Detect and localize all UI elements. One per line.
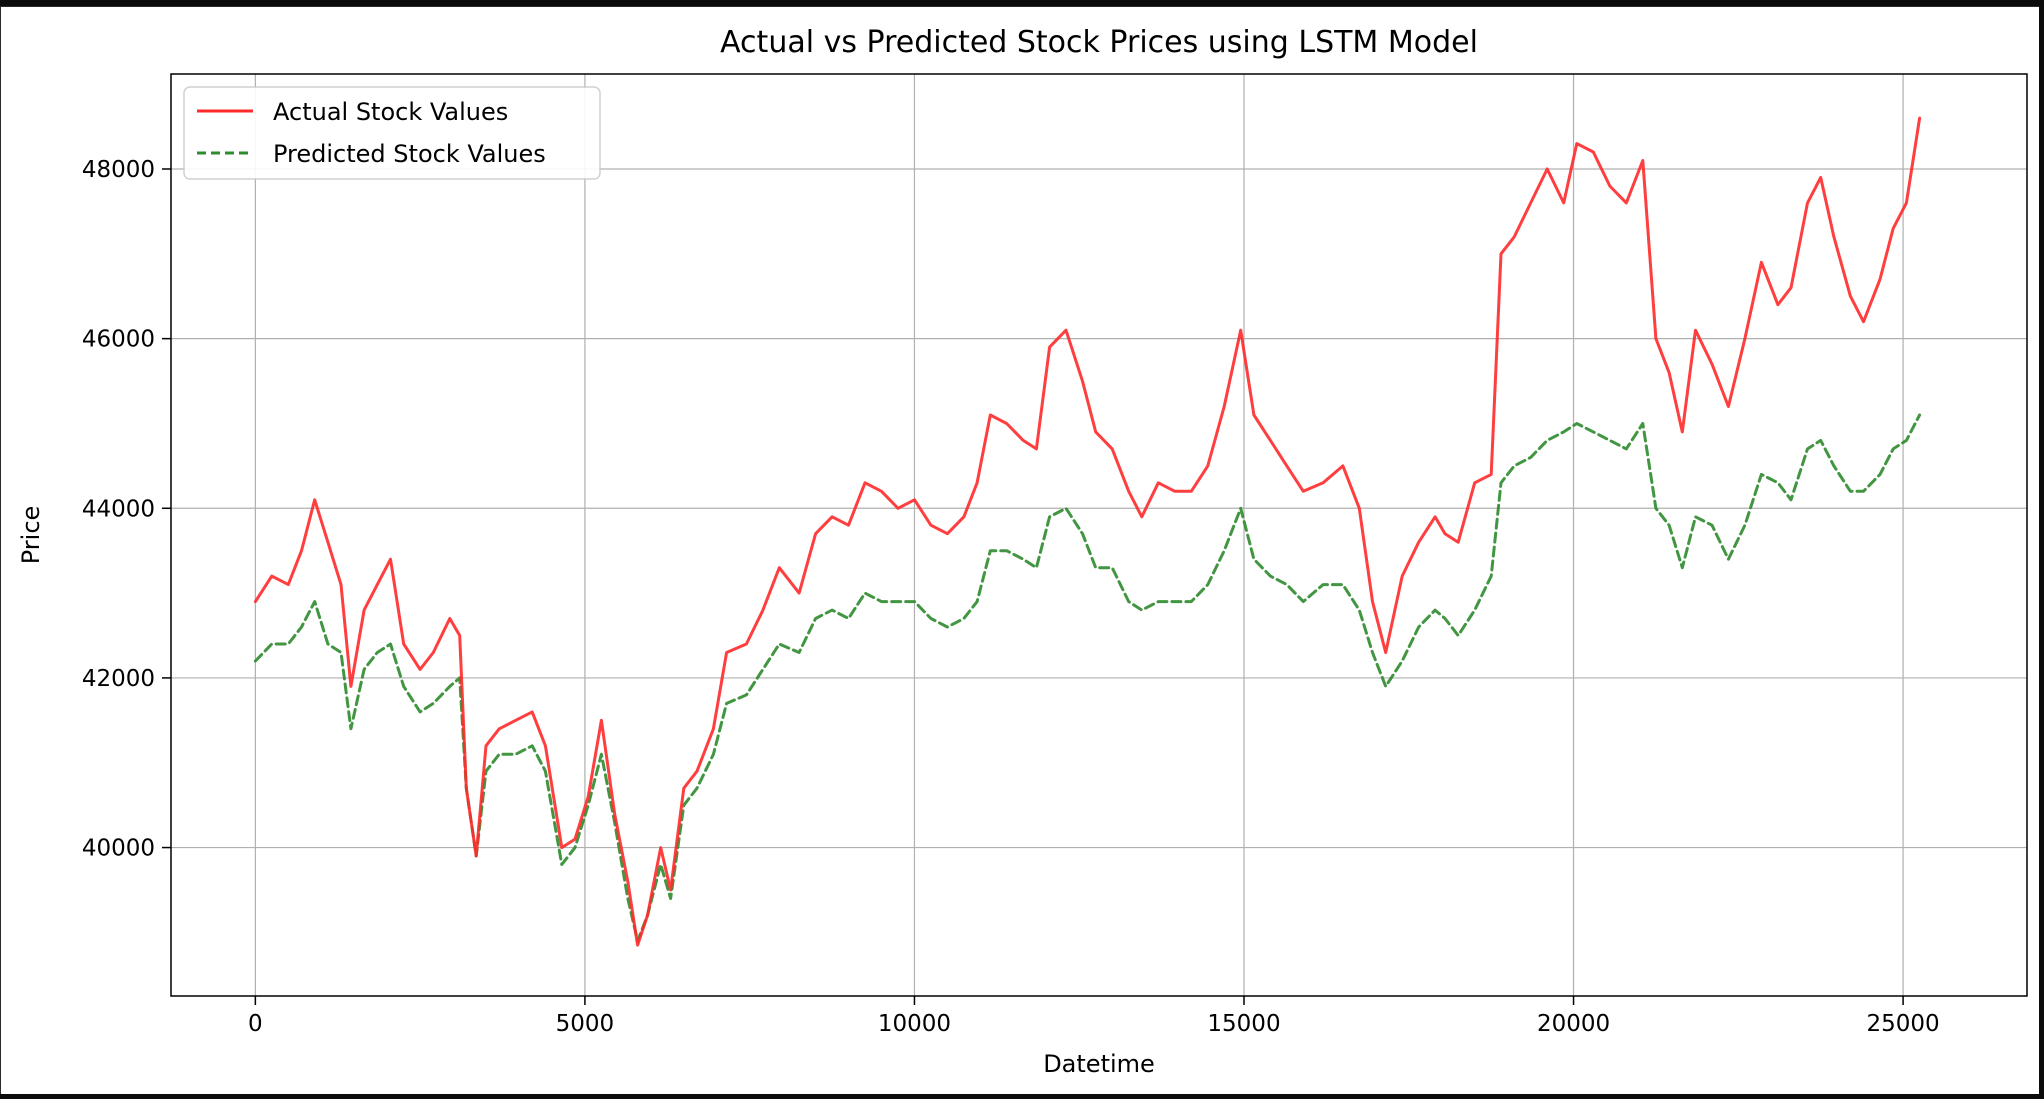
plot-area-border [170,73,2028,997]
x-tick-label: 15000 [1207,1011,1280,1037]
y-tick-label: 44000 [82,496,155,522]
y-tick-label: 42000 [82,666,155,692]
legend-box [183,86,601,180]
series-layer [253,116,1922,947]
figure-canvas: Actual vs Predicted Stock Prices using L… [0,6,2039,1094]
x-tick-label: 25000 [1867,1011,1940,1037]
predicted-series-line [253,413,1922,943]
y-tick-label: 40000 [82,836,155,862]
x-axis: 0 5000 10000 15000 20000 25000 [248,996,1940,1037]
y-tick-label: 46000 [82,327,155,353]
line-chart: Actual vs Predicted Stock Prices using L… [1,7,2039,1094]
x-gridlines [254,74,1904,996]
actual-series-line [253,116,1922,947]
x-tick-label: 20000 [1537,1011,1610,1037]
legend-label-predicted: Predicted Stock Values [273,140,546,168]
legend-label-actual: Actual Stock Values [273,98,508,126]
x-axis-label: Datetime [1043,1050,1155,1078]
x-tick-label: 0 [248,1011,263,1037]
x-tick-label: 10000 [878,1011,951,1037]
legend: Actual Stock Values Predicted Stock Valu… [183,86,601,180]
y-axis-label: Price [17,506,45,565]
y-axis: 40000 42000 44000 46000 48000 [82,157,171,862]
y-tick-label: 48000 [82,157,155,183]
chart-title: Actual vs Predicted Stock Prices using L… [720,25,1478,60]
x-tick-label: 5000 [556,1011,615,1037]
